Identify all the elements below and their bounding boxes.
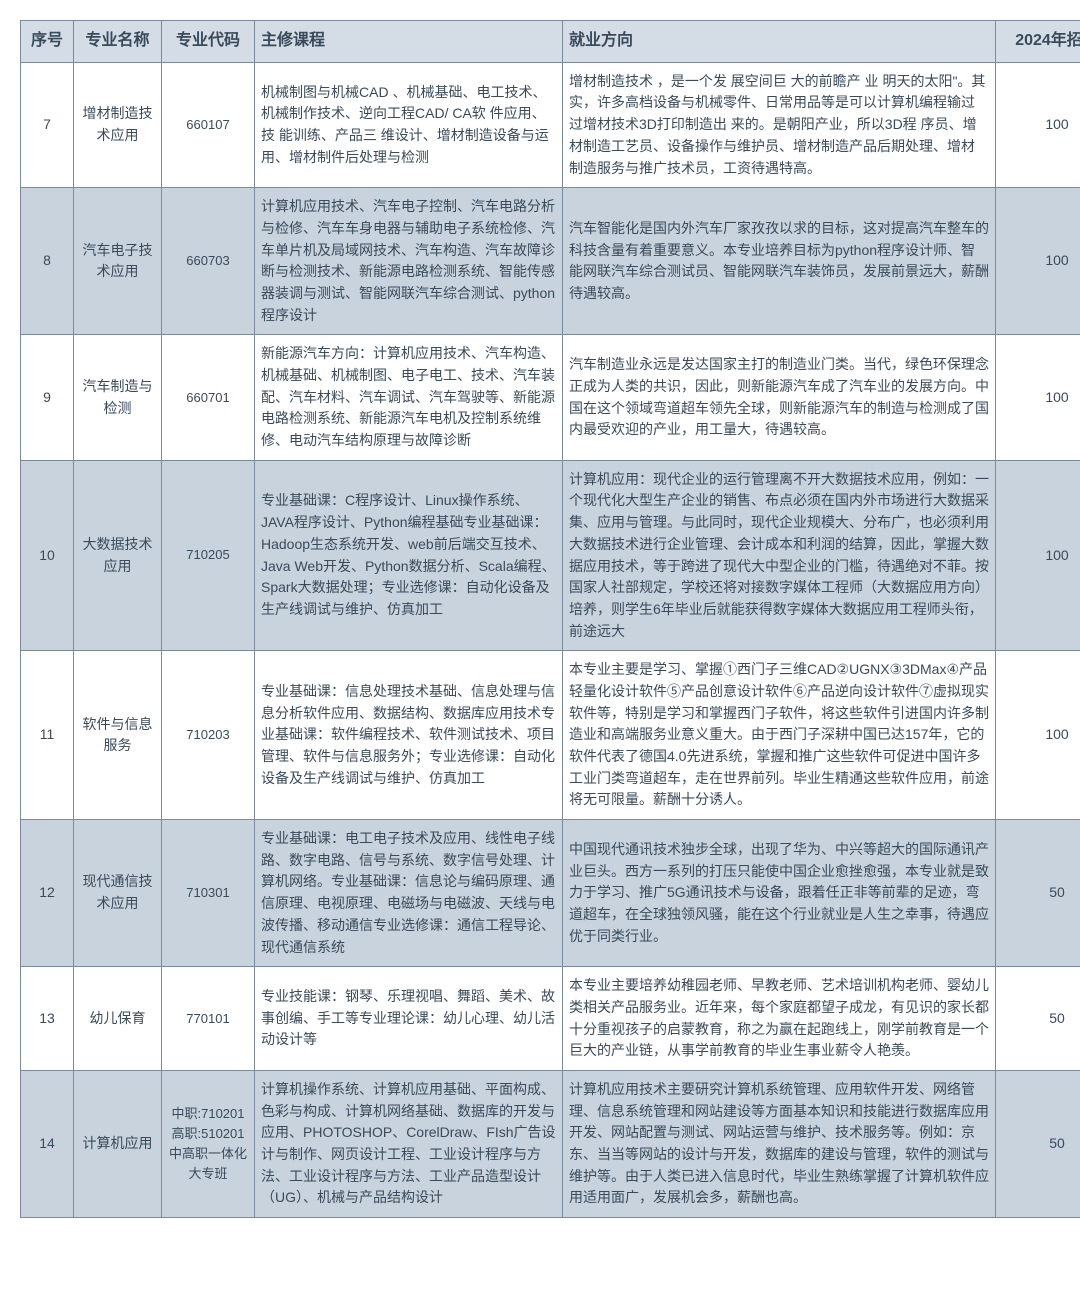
cell-enroll: 50 <box>996 967 1080 1071</box>
col-header-seq: 序号 <box>21 21 74 63</box>
cell-enroll: 100 <box>996 335 1080 460</box>
cell-course: 专业技能课：钢琴、乐理视唱、舞蹈、美术、故事创编、手工等专业理论课：幼儿心理、幼… <box>255 967 563 1071</box>
cell-seq: 7 <box>21 62 74 187</box>
cell-enroll: 100 <box>996 460 1080 651</box>
col-header-course: 主修课程 <box>255 21 563 63</box>
cell-job: 中国现代通讯技术独步全球，出现了华为、中兴等超大的国际通讯产业巨头。西方一系列的… <box>563 820 996 967</box>
cell-seq: 14 <box>21 1070 74 1217</box>
cell-code: 660701 <box>162 335 255 460</box>
cell-job: 计算机应用技术主要研究计算机系统管理、应用软件开发、网络管理、信息系统管理和网站… <box>563 1070 996 1217</box>
cell-code: 710301 <box>162 820 255 967</box>
cell-enroll: 50 <box>996 820 1080 967</box>
col-header-code: 专业代码 <box>162 21 255 63</box>
cell-course: 专业基础课：C程序设计、Linux操作系统、JAVA程序设计、Python编程基… <box>255 460 563 651</box>
table-row: 9汽车制造与检测660701新能源汽车方向：计算机应用技术、汽车构造、机械基础、… <box>21 335 1080 460</box>
cell-name: 计算机应用 <box>74 1070 162 1217</box>
cell-course: 专业基础课：信息处理技术基础、信息处理与信息分析软件应用、数据结构、数据库应用技… <box>255 651 563 820</box>
cell-name: 汽车电子技术应用 <box>74 188 162 335</box>
cell-course: 计算机应用技术、汽车电子控制、汽车电路分析与检修、汽车车身电器与辅助电子系统检修… <box>255 188 563 335</box>
majors-table: 序号专业名称专业代码主修课程就业方向2024年招生 7增材制造技术应用66010… <box>20 20 1080 1218</box>
cell-name: 现代通信技术应用 <box>74 820 162 967</box>
cell-enroll: 100 <box>996 188 1080 335</box>
col-header-job: 就业方向 <box>563 21 996 63</box>
col-header-name: 专业名称 <box>74 21 162 63</box>
header-row: 序号专业名称专业代码主修课程就业方向2024年招生 <box>21 21 1080 63</box>
cell-seq: 11 <box>21 651 74 820</box>
cell-name: 汽车制造与检测 <box>74 335 162 460</box>
cell-code: 660107 <box>162 62 255 187</box>
cell-name: 增材制造技术应用 <box>74 62 162 187</box>
cell-course: 计算机操作系统、计算机应用基础、平面构成、色彩与构成、计算机网络基础、数据库的开… <box>255 1070 563 1217</box>
table-row: 13幼儿保育770101专业技能课：钢琴、乐理视唱、舞蹈、美术、故事创编、手工等… <box>21 967 1080 1071</box>
table-row: 7增材制造技术应用660107机械制图与机械CAD 、机械基础、电工技术、机械制… <box>21 62 1080 187</box>
table-body: 7增材制造技术应用660107机械制图与机械CAD 、机械基础、电工技术、机械制… <box>21 62 1080 1217</box>
cell-course: 机械制图与机械CAD 、机械基础、电工技术、机械制作技术、逆向工程CAD/ CA… <box>255 62 563 187</box>
cell-course: 专业基础课：电工电子技术及应用、线性电子线路、数字电路、信号与系统、数字信号处理… <box>255 820 563 967</box>
cell-seq: 9 <box>21 335 74 460</box>
cell-job: 增材制造技术 ，是一个发 展空间巨 大的前瞻产 业 明天的太阳"。其实，许多高档… <box>563 62 996 187</box>
cell-name: 幼儿保育 <box>74 967 162 1071</box>
cell-job: 汽车智能化是国内外汽车厂家孜孜以求的目标，这对提高汽车整车的科技含量有着重要意义… <box>563 188 996 335</box>
cell-code: 710205 <box>162 460 255 651</box>
cell-enroll: 100 <box>996 62 1080 187</box>
cell-enroll: 100 <box>996 651 1080 820</box>
table-row: 8汽车电子技术应用660703计算机应用技术、汽车电子控制、汽车电路分析与检修、… <box>21 188 1080 335</box>
cell-course: 新能源汽车方向：计算机应用技术、汽车构造、机械基础、机械制图、电子电工、技术、汽… <box>255 335 563 460</box>
table-row: 14计算机应用中职:710201高职:510201中高职一体化大专班计算机操作系… <box>21 1070 1080 1217</box>
table-head: 序号专业名称专业代码主修课程就业方向2024年招生 <box>21 21 1080 63</box>
col-header-enroll: 2024年招生 <box>996 21 1080 63</box>
table-row: 11软件与信息服务710203专业基础课：信息处理技术基础、信息处理与信息分析软… <box>21 651 1080 820</box>
cell-job: 计算机应用：现代企业的运行管理离不开大数据技术应用，例如：一个现代化大型生产企业… <box>563 460 996 651</box>
table-row: 10大数据技术应用710205专业基础课：C程序设计、Linux操作系统、JAV… <box>21 460 1080 651</box>
cell-enroll: 50 <box>996 1070 1080 1217</box>
cell-code: 710203 <box>162 651 255 820</box>
cell-name: 软件与信息服务 <box>74 651 162 820</box>
cell-code: 660703 <box>162 188 255 335</box>
cell-code: 中职:710201高职:510201中高职一体化大专班 <box>162 1070 255 1217</box>
cell-seq: 8 <box>21 188 74 335</box>
cell-seq: 12 <box>21 820 74 967</box>
cell-job: 本专业主要培养幼稚园老师、早教老师、艺术培训机构老师、婴幼儿类相关产品服务业。近… <box>563 967 996 1071</box>
cell-job: 本专业主要是学习、掌握①西门子三维CAD②UGNX③3DMax④产品轻量化设计软… <box>563 651 996 820</box>
cell-seq: 10 <box>21 460 74 651</box>
cell-job: 汽车制造业永远是发达国家主打的制造业门类。当代，绿色环保理念正成为人类的共识，因… <box>563 335 996 460</box>
cell-code: 770101 <box>162 967 255 1071</box>
cell-name: 大数据技术应用 <box>74 460 162 651</box>
cell-seq: 13 <box>21 967 74 1071</box>
table-row: 12现代通信技术应用710301专业基础课：电工电子技术及应用、线性电子线路、数… <box>21 820 1080 967</box>
